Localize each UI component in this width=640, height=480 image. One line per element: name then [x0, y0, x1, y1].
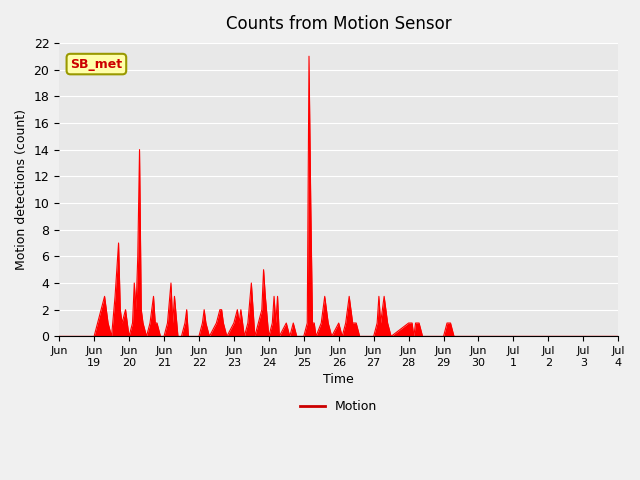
- Text: SB_met: SB_met: [70, 58, 122, 71]
- X-axis label: Time: Time: [323, 373, 354, 386]
- Legend: Motion: Motion: [295, 395, 382, 418]
- Y-axis label: Motion detections (count): Motion detections (count): [15, 109, 28, 270]
- Title: Counts from Motion Sensor: Counts from Motion Sensor: [226, 15, 451, 33]
